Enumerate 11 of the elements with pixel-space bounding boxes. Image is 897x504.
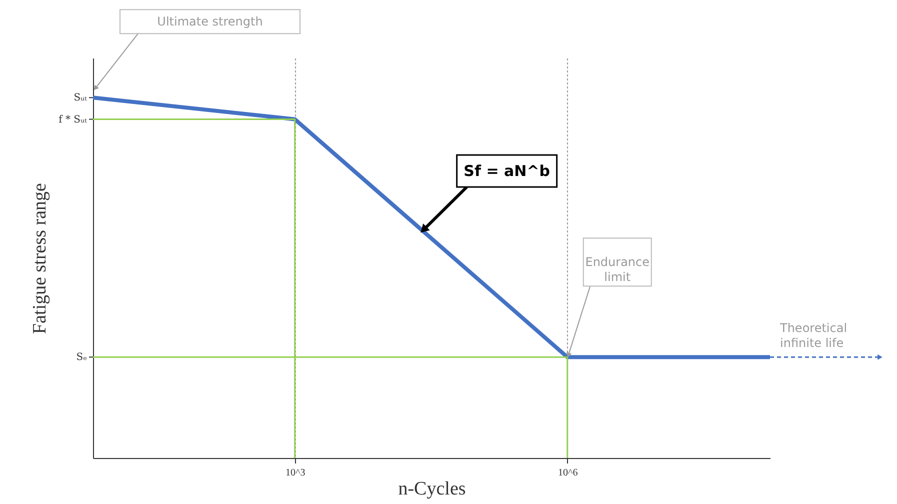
x-tick-label: 10^6: [558, 468, 578, 478]
text: Ultimate strength: [157, 14, 263, 29]
annotation: Endurance limit: [585, 255, 650, 284]
annotation: f * Sᵤₜ: [58, 114, 88, 126]
annotation: Sₑ: [76, 352, 88, 364]
y-axis-title: Fatigue stress range: [30, 183, 50, 334]
text: Theoretical infinite life: [779, 321, 848, 350]
x-axis-title: n-Cycles: [398, 478, 466, 500]
annotation: Sf = aN^b: [464, 162, 550, 180]
x-tick-label: 10^3: [285, 468, 306, 478]
annotation: Sᵤₜ: [74, 92, 88, 104]
